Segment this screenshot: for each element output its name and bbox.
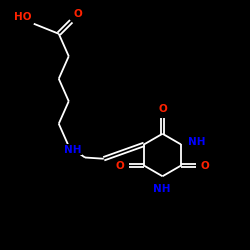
Text: O: O <box>201 161 210 170</box>
Text: NH: NH <box>188 138 206 147</box>
Text: O: O <box>158 104 167 114</box>
Text: O: O <box>115 161 124 170</box>
Text: NH: NH <box>64 144 81 154</box>
Text: O: O <box>74 9 82 19</box>
Text: NH: NH <box>152 184 170 194</box>
Text: HO: HO <box>14 12 32 22</box>
